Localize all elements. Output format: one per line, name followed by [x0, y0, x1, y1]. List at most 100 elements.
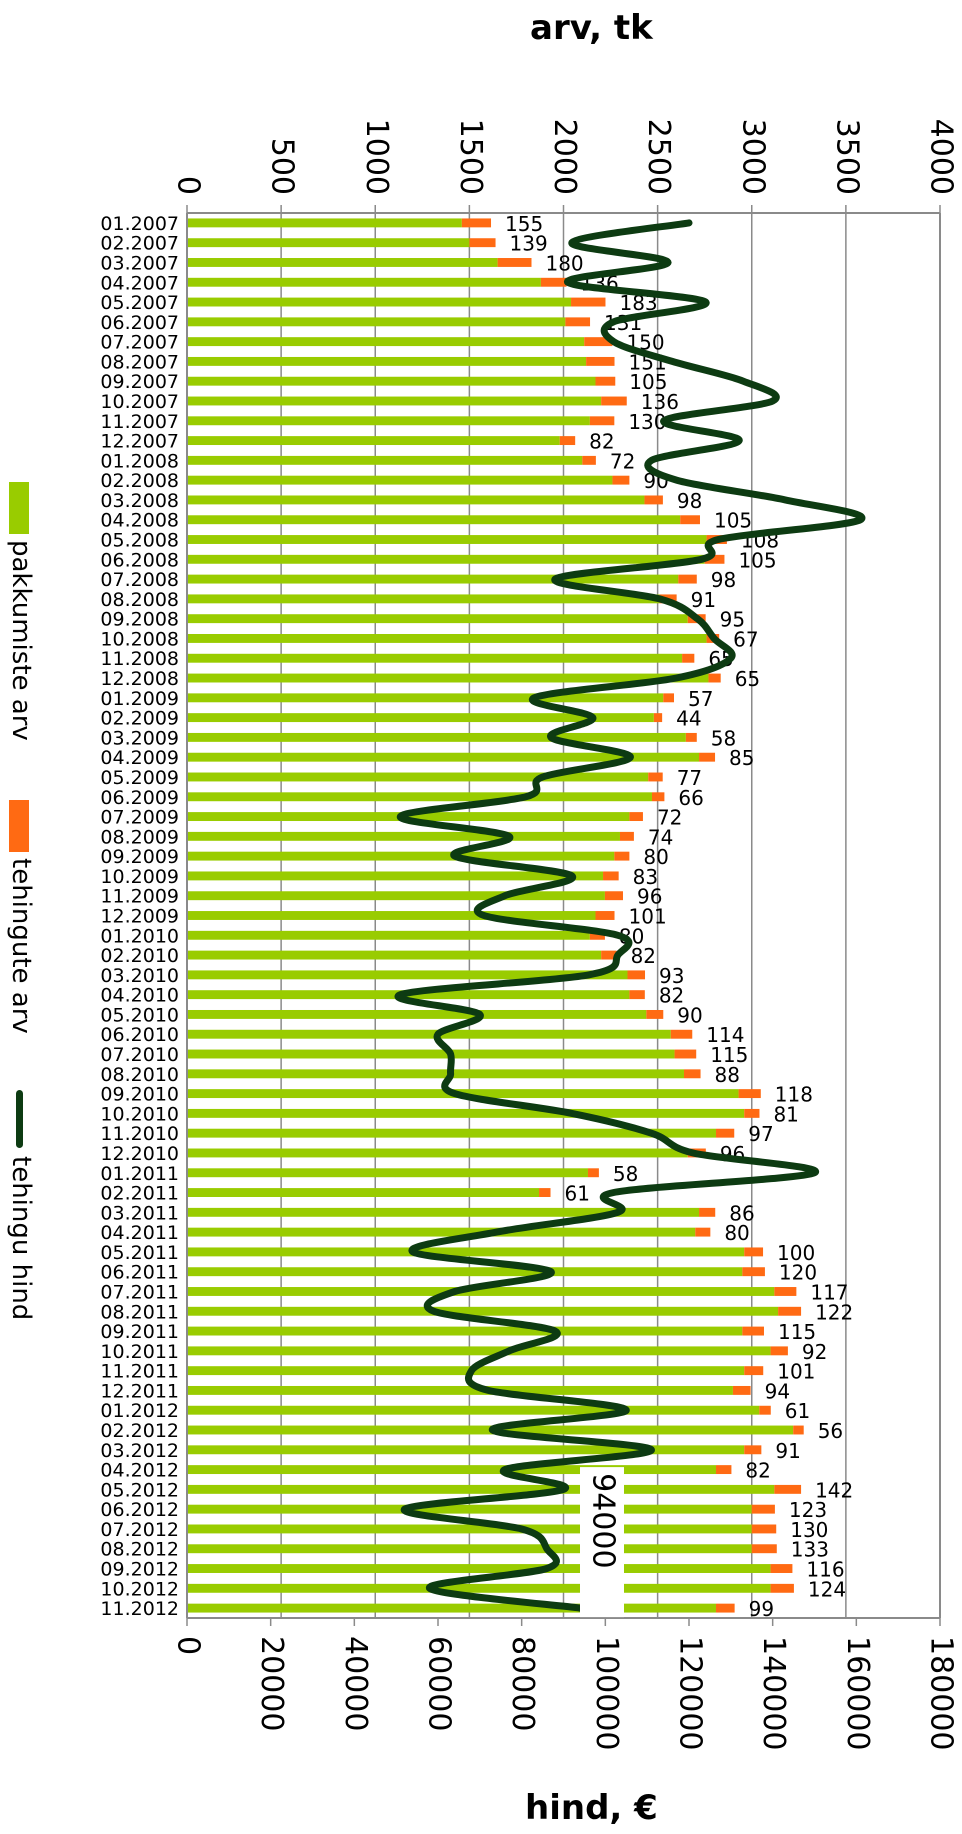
category-label: 02.2007: [100, 233, 179, 255]
line-point: [613, 1192, 615, 1194]
bar-pakkumiste: [187, 792, 652, 802]
bar-value-label: 115: [710, 1043, 748, 1067]
bar-pakkumiste: [187, 752, 700, 762]
bar-tehingute: [604, 891, 623, 901]
legend-label-pakkumiste: pakkumiste arv: [6, 540, 36, 741]
bar-pakkumiste: [187, 218, 462, 228]
bar-pakkumiste: [187, 1385, 733, 1395]
line-point: [730, 657, 732, 659]
category-label: 04.2008: [100, 510, 179, 532]
line-point: [629, 756, 631, 758]
bar-value-label: 115: [778, 1320, 816, 1344]
bar-value-label: 85: [729, 746, 754, 770]
bar-tehingute: [683, 1069, 701, 1079]
bar-tehingute: [540, 277, 567, 287]
line-point: [571, 875, 573, 877]
bar-value-label: 58: [711, 726, 736, 750]
bar-value-label: 96: [637, 885, 662, 909]
bar-pakkumiste: [187, 1583, 771, 1593]
line-point: [521, 1528, 523, 1530]
bar-pakkumiste: [187, 732, 686, 742]
bar-tehingute: [674, 1049, 697, 1059]
line-point: [650, 1132, 652, 1134]
bar-value-label: 72: [610, 449, 635, 473]
bar-value-label: 155: [505, 212, 543, 236]
bar-value-label: 56: [818, 1419, 843, 1443]
line-point: [491, 1429, 493, 1431]
legend-label-tehingute: tehingute arv: [6, 858, 36, 1034]
line-point: [487, 1389, 489, 1391]
bar-tehingute: [751, 1504, 775, 1514]
category-label: 01.2012: [100, 1400, 179, 1422]
bar-pakkumiste: [187, 1267, 743, 1277]
bar-tehingute: [744, 1108, 760, 1118]
category-label: 05.2007: [100, 292, 179, 314]
bar-tehingute: [595, 376, 616, 386]
bar-pakkumiste: [187, 436, 560, 446]
line-point: [470, 1370, 472, 1372]
top-tick-label: 3500: [829, 119, 864, 195]
bar-value-label: 82: [589, 430, 614, 454]
bar-value-label: 81: [773, 1102, 798, 1126]
bar-value-label: 97: [748, 1122, 773, 1146]
category-label: 12.2010: [100, 1143, 179, 1165]
line-point: [533, 697, 535, 699]
line-point: [437, 1033, 439, 1035]
category-label: 07.2009: [100, 807, 179, 829]
bar-tehingute: [619, 831, 634, 841]
bar-tehingute: [539, 1188, 551, 1197]
bar-value-label: 88: [715, 1063, 740, 1087]
bar-tehingute: [587, 1168, 599, 1178]
bar-pakkumiste: [187, 693, 664, 703]
category-label: 04.2010: [100, 985, 179, 1007]
bar-pakkumiste: [187, 634, 707, 643]
bar-pakkumiste: [187, 950, 602, 960]
line-point: [546, 1568, 548, 1570]
bar-tehingute: [629, 990, 645, 1000]
category-label: 11.2008: [100, 648, 179, 670]
bar-pakkumiste: [187, 851, 615, 861]
bar-tehingute: [612, 475, 630, 485]
bar-tehingute: [685, 732, 697, 742]
line-point: [525, 796, 527, 798]
bottom-axis-title: hind, €: [525, 1788, 658, 1828]
line-point: [650, 1449, 652, 1451]
bar-pakkumiste: [187, 1128, 716, 1138]
category-label: 09.2007: [100, 371, 179, 393]
bar-pakkumiste: [187, 831, 620, 841]
line-point: [613, 321, 615, 323]
bar-pakkumiste: [187, 713, 654, 723]
line-point: [542, 776, 544, 778]
category-label: 12.2008: [100, 668, 179, 690]
bar-pakkumiste: [187, 1544, 752, 1554]
top-tick-label: 1000: [359, 119, 394, 195]
bar-pakkumiste: [187, 1029, 671, 1039]
bar-value-label: 61: [785, 1399, 810, 1423]
bar-tehingute: [565, 317, 591, 327]
line-point: [454, 1093, 456, 1095]
bar-value-label: 136: [641, 390, 679, 414]
bar-pakkumiste: [187, 535, 707, 544]
bottom-tick-label: 100000: [589, 1636, 624, 1751]
line-point-label: 94000: [580, 1467, 624, 1618]
bar-pakkumiste: [187, 455, 583, 465]
bar-tehingute: [770, 1346, 788, 1356]
category-label: 11.2011: [100, 1361, 179, 1383]
category-label: 07.2008: [100, 569, 179, 591]
line-point: [659, 598, 661, 600]
bar-value-label: 117: [810, 1280, 848, 1304]
bar-value-label: 91: [775, 1439, 800, 1463]
category-label: 07.2007: [100, 332, 179, 354]
price-line: [394, 219, 866, 1612]
bar-tehingute: [595, 911, 615, 920]
bar-pakkumiste: [187, 1484, 775, 1494]
category-label: 07.2011: [100, 1281, 179, 1303]
bar-tehingute: [646, 1009, 664, 1019]
bar-tehingute: [651, 792, 665, 802]
bar-value-label: 61: [565, 1182, 590, 1206]
bar-tehingute: [699, 1207, 716, 1217]
category-label: 10.2007: [100, 391, 179, 413]
bar-value-label: 124: [808, 1577, 846, 1601]
top-tick-label: 1500: [453, 119, 488, 195]
bar-pakkumiste: [187, 673, 709, 683]
